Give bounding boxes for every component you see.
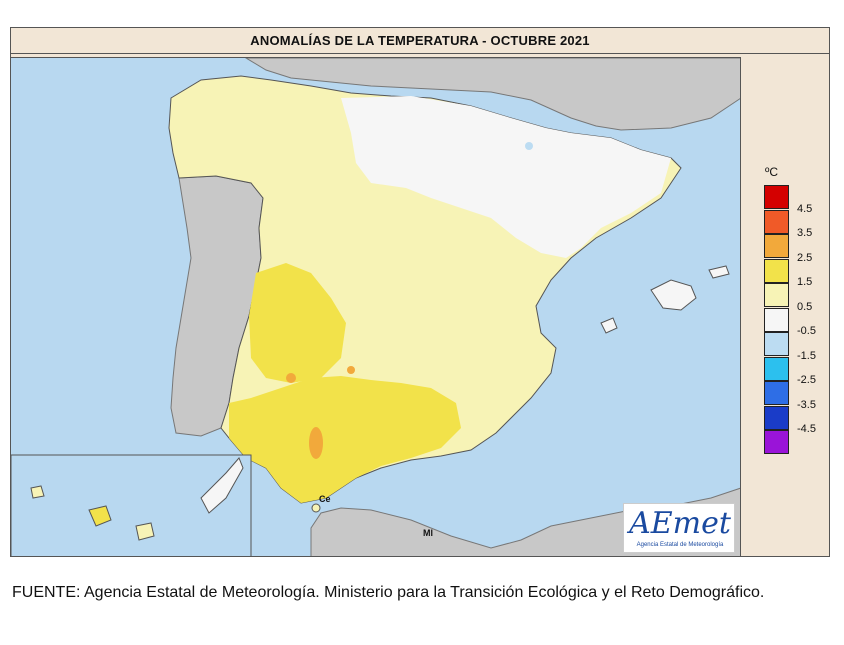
ceuta-marker bbox=[311, 503, 321, 513]
legend-color-box bbox=[764, 307, 789, 332]
legend-tick-label: -1.5 bbox=[797, 349, 816, 362]
warm-anomaly-area bbox=[229, 376, 461, 503]
ceuta-label: Ce bbox=[319, 494, 331, 504]
legend-color-box bbox=[764, 332, 789, 356]
canary-island bbox=[135, 522, 155, 541]
canary-island bbox=[88, 505, 112, 527]
canary-island bbox=[30, 485, 45, 499]
cold-spot bbox=[525, 142, 533, 150]
legend-color-box bbox=[764, 258, 789, 283]
legend-tick-label: 3.5 bbox=[797, 227, 813, 239]
legend-color-box bbox=[764, 185, 789, 209]
france-land bbox=[245, 58, 740, 131]
melilla-label: Ml bbox=[423, 528, 433, 538]
aemet-logo-text: AEmet bbox=[629, 506, 731, 541]
warm-anomaly-area-west bbox=[249, 263, 346, 383]
mallorca-island bbox=[650, 279, 697, 311]
map-canvas bbox=[11, 58, 740, 556]
menorca-island bbox=[708, 265, 730, 279]
legend-tick-label: 4.5 bbox=[797, 202, 813, 215]
legend-color-box bbox=[764, 209, 789, 234]
legend-color-box bbox=[764, 405, 789, 430]
legend-tick-label: 1.5 bbox=[797, 276, 813, 288]
legend-tick-label: 2.5 bbox=[797, 251, 813, 264]
ibiza-island bbox=[600, 317, 618, 334]
hot-spot bbox=[309, 427, 323, 459]
source-note: FUENTE: Agencia Estatal de Meteorología.… bbox=[12, 584, 765, 601]
legend-unit: ºC bbox=[765, 165, 779, 179]
legend-tick-label: -2.5 bbox=[797, 374, 816, 386]
legend: ºC 4.5 3.5 2.5 1.5 0.5 -0.5 -1.5 -2.5 -3.5 -4.5 bbox=[745, 57, 829, 556]
legend-color-box bbox=[764, 283, 789, 307]
legend-color-box bbox=[764, 430, 789, 454]
canary-island bbox=[200, 457, 244, 514]
legend-tick-label: 0.5 bbox=[797, 300, 813, 313]
near-normal-area bbox=[341, 96, 671, 258]
aemet-logo: AEmet Agencia Estatal de Meteorología bbox=[623, 503, 735, 553]
legend-color-box bbox=[764, 234, 789, 258]
legend-tick-label: -0.5 bbox=[797, 325, 816, 337]
page-title: ANOMALÍAS DE LA TEMPERATURA - OCTUBRE 20… bbox=[10, 27, 830, 54]
legend-color-box bbox=[764, 381, 789, 405]
hot-spot bbox=[347, 366, 355, 374]
legend-color-box bbox=[764, 356, 789, 381]
legend-tick-label: -4.5 bbox=[797, 423, 816, 435]
legend-tick-label: -3.5 bbox=[797, 398, 816, 411]
aemet-logo-subtitle: Agencia Estatal de Meteorología bbox=[636, 542, 724, 548]
hot-spot bbox=[286, 373, 296, 383]
anomaly-map: Ce Ml AEmet Agencia Estatal de Meteorolo… bbox=[11, 57, 741, 556]
